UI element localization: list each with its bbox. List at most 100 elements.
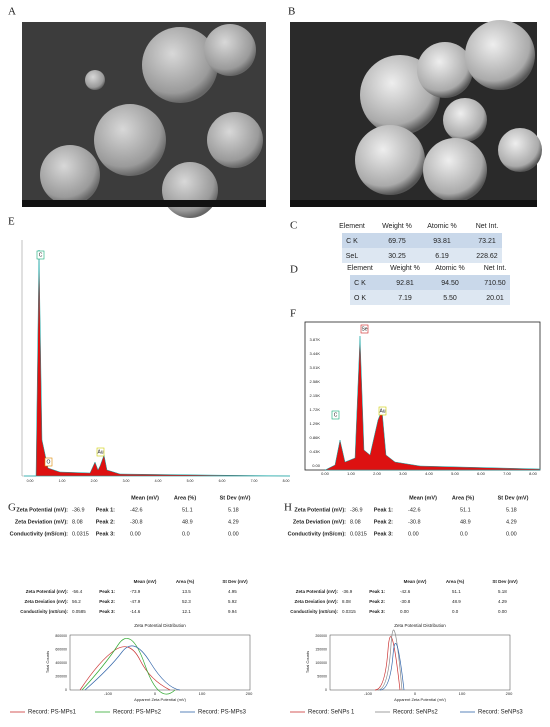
col-header: Area (%) — [446, 579, 465, 584]
y-axis-title: Total Counts — [45, 651, 50, 673]
plot-title: Zeta Potential Distribution — [134, 623, 186, 628]
peak-value: 9.94 — [228, 609, 237, 614]
zeta-value: 8.08 — [342, 599, 351, 604]
col-header: Area (%) — [176, 579, 195, 584]
peak-value: 48.9 — [460, 519, 471, 525]
y-tick-label: 0 — [65, 688, 67, 692]
x-tick-label: -100 — [364, 691, 373, 696]
y-tick-label: 600000 — [55, 647, 67, 651]
table-cell: 69.75 — [388, 238, 406, 245]
zeta-label: Zeta Potential (mV): — [26, 589, 69, 594]
x-tick-label: 0 — [414, 691, 417, 696]
x-tick-label: 4.00 — [425, 471, 434, 476]
x-tick-label: 1.00 — [59, 479, 66, 483]
peak-value: 0.0 — [452, 609, 459, 614]
table-cell: 73.21 — [478, 238, 496, 245]
y-tick-label: 800000 — [55, 634, 67, 638]
peak-value: 0.00 — [506, 531, 517, 537]
peak-label: C — [334, 412, 338, 418]
peak-label: Au — [97, 449, 103, 455]
peak-value: -73.9 — [130, 589, 141, 594]
peak-value: 48.9 — [452, 599, 461, 604]
x-tick-label: 7.00 — [503, 471, 512, 476]
y-tick-label: 200000 — [315, 634, 327, 638]
table-header: Atomic % — [427, 223, 457, 230]
peak-name: Peak 2: — [99, 599, 115, 604]
y-tick-label: 100000 — [315, 661, 327, 665]
peak-value: 5.18 — [506, 507, 517, 513]
peak-value: -47.9 — [130, 599, 141, 604]
zeta-value: 0.0315 — [350, 531, 367, 537]
y-tick-label: 3.01K — [310, 365, 321, 370]
plot-title: Zeta Potential Distribution — [394, 623, 446, 628]
x-tick-label: 4.00 — [155, 479, 162, 483]
panel-label: B — [288, 6, 295, 18]
peak-value: 4.29 — [228, 519, 239, 525]
table-header: Atomic % — [435, 265, 465, 272]
peak-value: -42.6 — [400, 589, 411, 594]
x-tick-label: 7.00 — [251, 479, 258, 483]
zeta-label: Zeta Deviation (mV): — [24, 599, 68, 604]
peak-value: 52.3 — [182, 599, 191, 604]
col-header: St Dev (mV) — [220, 495, 251, 501]
peak-box — [44, 457, 53, 467]
peak-name: Peak 1: — [99, 589, 115, 594]
zeta-label: Conductivity (mS/cm): — [288, 531, 347, 537]
zeta-value: -36.9 — [350, 507, 363, 513]
table-cell: 228.62 — [476, 253, 498, 260]
col-header: Mean (mV) — [134, 579, 157, 584]
col-header: St Dev (mV) — [492, 579, 518, 584]
peak-value: 51.1 — [182, 507, 193, 513]
zeta-value: 8.08 — [72, 519, 83, 525]
x-tick-label: 100 — [199, 691, 206, 696]
zeta-label: Conductivity (mS/cm): — [10, 531, 69, 537]
legend-label: Record: PS-MPs3 — [198, 710, 247, 716]
peak-value: 48.9 — [182, 519, 193, 525]
table-cell: 94.50 — [441, 280, 459, 287]
spectrum-e — [21, 240, 291, 477]
table-cell: C K — [346, 238, 358, 245]
peak-value: 0.00 — [408, 531, 419, 537]
panel-label: F — [290, 308, 296, 320]
peak-name: Peak 2: — [374, 519, 393, 525]
peak-value: 0.00 — [228, 531, 239, 537]
zeta-label: Zeta Deviation (mV): — [15, 519, 68, 525]
zeta-plot-left — [69, 634, 251, 695]
zeta-label: Zeta Potential (mV): — [296, 589, 339, 594]
peak-label: Se — [361, 326, 367, 332]
table-cell: 5.50 — [443, 295, 457, 302]
table-cell: 7.19 — [398, 295, 412, 302]
peak-value: 5.92 — [228, 599, 237, 604]
peak-name: Peak 2: — [369, 599, 385, 604]
x-tick-label: 3.00 — [399, 471, 408, 476]
peak-box — [378, 406, 387, 416]
peak-name: Peak 3: — [369, 609, 385, 614]
x-tick-label: 6.00 — [477, 471, 486, 476]
table-header: Weight % — [382, 223, 412, 230]
peak-value: -30.8 — [130, 519, 143, 525]
y-tick-label: 3.87K — [310, 337, 321, 342]
y-tick-label: 400000 — [55, 661, 67, 665]
x-tick-label: 0 — [154, 691, 157, 696]
table-cell: 30.25 — [388, 253, 406, 260]
col-header: St Dev (mV) — [498, 495, 529, 501]
peak-value: 0.00 — [130, 531, 141, 537]
panel-label: G — [8, 502, 16, 514]
col-header: Area (%) — [452, 495, 474, 501]
table-header: Net Int. — [476, 223, 499, 230]
table-cell: 6.19 — [435, 253, 449, 260]
peak-value: 0.00 — [400, 609, 409, 614]
table-header: Element — [347, 265, 373, 272]
x-tick-label: 6.00 — [219, 479, 226, 483]
peak-value: 5.18 — [498, 589, 507, 594]
y-axis-title: Total Counts — [305, 651, 310, 673]
peak-value: 51.1 — [460, 507, 471, 513]
zeta-label: Zeta Deviation (mV): — [294, 599, 338, 604]
x-tick-label: 5.00 — [187, 479, 194, 483]
x-tick-label: 200 — [506, 691, 513, 696]
peak-name: Peak 1: — [96, 507, 115, 513]
x-tick-label: 0.00 — [321, 471, 330, 476]
table-header: Weight % — [390, 265, 420, 272]
table-row — [350, 290, 510, 305]
zeta-value: -56.4 — [72, 589, 83, 594]
